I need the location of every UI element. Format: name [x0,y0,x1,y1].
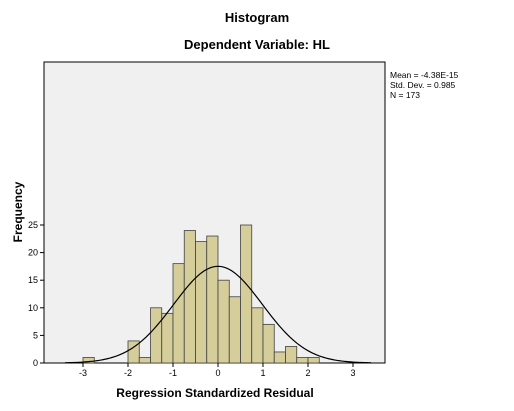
x-axis: -3 -2 -1 0 1 2 3 [79,363,356,378]
y-tick-label: 5 [33,330,38,340]
histogram-bar [150,307,163,364]
histogram-bar [161,312,174,364]
histogram-bar [206,235,219,364]
histogram-bar [228,296,241,364]
stats-legend: Mean = -4.38E-15 Std. Dev. = 0.985 N = 1… [390,70,459,100]
y-tick-label: 10 [28,303,38,313]
x-tick-label: -2 [124,368,132,378]
chart-title: Histogram [225,10,289,25]
x-tick-label: 3 [350,368,355,378]
histogram-bar [138,357,151,364]
stats-std-dev: Std. Dev. = 0.985 [390,80,456,90]
x-tick-label: -1 [169,368,177,378]
histogram-bar [307,357,320,364]
histogram-bar [172,263,185,364]
x-tick-label: 2 [305,368,310,378]
histogram-bar [195,241,208,364]
x-axis-title: Regression Standardized Residual [116,386,313,400]
histogram-bar [285,346,298,364]
x-tick-label: 1 [260,368,265,378]
x-tick-label: -3 [79,368,87,378]
y-tick-label: 20 [28,248,38,258]
histogram-bar [217,279,230,364]
y-tick-label: 15 [28,275,38,285]
histogram-bar [296,357,309,364]
y-axis-title: Frequency [11,181,25,242]
stats-mean: Mean = -4.38E-15 [390,70,459,80]
histogram-bar [240,224,253,364]
y-tick-label: 0 [33,358,38,368]
stats-n: N = 173 [390,90,420,100]
histogram-bar [127,340,140,364]
x-tick-label: 0 [215,368,220,378]
chart-subtitle: Dependent Variable: HL [184,37,330,52]
histogram-bar [273,351,286,364]
bars-layer [82,224,320,364]
normal-curve [64,265,372,364]
histogram-bar [251,307,264,364]
y-axis: 0 5 10 15 20 25 [28,220,44,368]
histogram-bar [183,230,196,364]
histogram-bar [262,323,275,364]
histogram-bar [82,357,95,364]
normal-curve-layer [64,265,372,364]
y-tick-label: 25 [28,220,38,230]
